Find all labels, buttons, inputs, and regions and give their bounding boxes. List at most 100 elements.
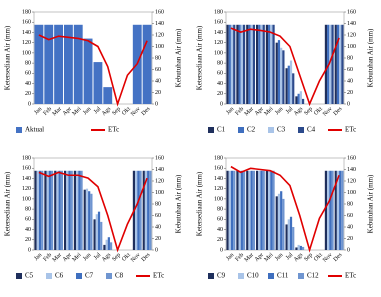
bar [97, 211, 101, 250]
bar [329, 170, 332, 250]
x-tick-label: Sep [111, 106, 122, 117]
x-tick-label: Okt [121, 252, 132, 263]
y2-tick-label: 140 [155, 21, 164, 27]
bar [324, 24, 328, 104]
bar [54, 24, 64, 104]
bar [334, 24, 337, 104]
bar [242, 170, 246, 250]
bar [83, 189, 86, 250]
bar [285, 68, 288, 104]
bar [270, 170, 273, 250]
legend-swatch [268, 273, 274, 279]
y-tick-label: 0 [220, 101, 223, 107]
bar [230, 170, 234, 250]
x-tick-label: Mei [72, 252, 83, 263]
bar [250, 24, 253, 104]
legend-label: C1 [217, 126, 226, 134]
y-tick-label: 100 [22, 50, 31, 56]
bar [262, 170, 265, 250]
bar [277, 40, 281, 104]
bar [144, 170, 148, 250]
bar [226, 24, 229, 104]
y-axis-title: Ketersediaan Air (mm) [196, 25, 204, 90]
y2-tick-label: 80 [155, 55, 161, 61]
bar [336, 170, 340, 250]
y2-tick-label: 0 [347, 247, 350, 253]
bar [327, 170, 330, 250]
bar [88, 191, 91, 250]
bar [230, 24, 234, 104]
bar [248, 170, 251, 250]
x-tick-label: Okt [313, 106, 324, 117]
x-tick-label: Nov [322, 252, 334, 264]
x-tick-label: Jun [82, 106, 92, 116]
legend-label: ETc [153, 272, 164, 280]
y-tick-label: 120 [214, 186, 223, 192]
legend-swatch [16, 273, 22, 279]
bar [54, 170, 57, 250]
y-tick-label: 60 [25, 217, 31, 223]
y2-tick-label: 100 [155, 190, 164, 196]
bar [34, 170, 37, 250]
bar [226, 170, 229, 250]
legend-label: ETc [345, 126, 356, 134]
bar [228, 24, 231, 104]
bar [135, 170, 138, 250]
y2-tick-label: 80 [347, 55, 353, 61]
x-tick-label: Des [333, 106, 344, 117]
bar [289, 60, 293, 104]
bar [272, 170, 275, 250]
x-tick-label: Jul [93, 252, 102, 261]
bar [329, 24, 332, 104]
x-tick-label: Okt [313, 252, 324, 263]
x-tick-label: Ags [293, 252, 305, 264]
bar [233, 24, 236, 104]
y2-tick-label: 20 [347, 90, 353, 96]
x-tick-label: Mar [52, 106, 63, 117]
y-tick-label: 0 [28, 247, 31, 253]
bar [275, 42, 278, 104]
y-tick-label: 20 [217, 91, 223, 97]
y2-tick-label: 140 [155, 167, 164, 173]
y2-tick-label: 40 [347, 224, 353, 230]
bar [36, 170, 39, 250]
y-tick-label: 160 [214, 166, 223, 172]
legend-label: C9 [217, 272, 226, 280]
y2-tick-label: 0 [155, 247, 158, 253]
y-tick-label: 80 [25, 206, 31, 212]
legend-swatch [238, 273, 244, 279]
y2-tick-label: 40 [155, 224, 161, 230]
y-tick-label: 20 [25, 237, 31, 243]
y-tick-label: 180 [22, 9, 31, 15]
y2-axis-title: Kebutuhan Air (mm) [175, 28, 183, 87]
y2-tick-label: 80 [155, 201, 161, 207]
bar [252, 24, 256, 104]
y-tick-label: 140 [214, 176, 223, 182]
bar [80, 170, 83, 250]
y2-axis-title: Kebutuhan Air (mm) [175, 174, 183, 233]
bar [78, 170, 81, 250]
y2-tick-label: 160 [347, 9, 356, 15]
line [230, 165, 340, 253]
x-tick-label: Des [141, 106, 152, 117]
y-tick-label: 180 [214, 155, 223, 161]
y2-tick-label: 0 [155, 101, 158, 107]
x-tick-label: Des [141, 252, 152, 263]
bar [299, 91, 302, 104]
bar [285, 224, 288, 250]
bar [41, 170, 44, 250]
y2-tick-label: 40 [347, 78, 353, 84]
legend-swatch [208, 273, 214, 279]
y2-tick-label: 60 [347, 213, 353, 219]
bar [44, 170, 47, 250]
y2-tick-label: 100 [347, 190, 356, 196]
y-axis-title: Ketersediaan Air (mm) [4, 25, 12, 90]
legend-label: C2 [247, 126, 256, 134]
x-tick-label: Jul [285, 252, 294, 261]
y2-tick-label: 100 [155, 44, 164, 50]
y-tick-label: 100 [214, 50, 223, 56]
y2-tick-label: 140 [347, 167, 356, 173]
x-tick-label: Mei [264, 106, 275, 117]
bar [73, 170, 77, 250]
